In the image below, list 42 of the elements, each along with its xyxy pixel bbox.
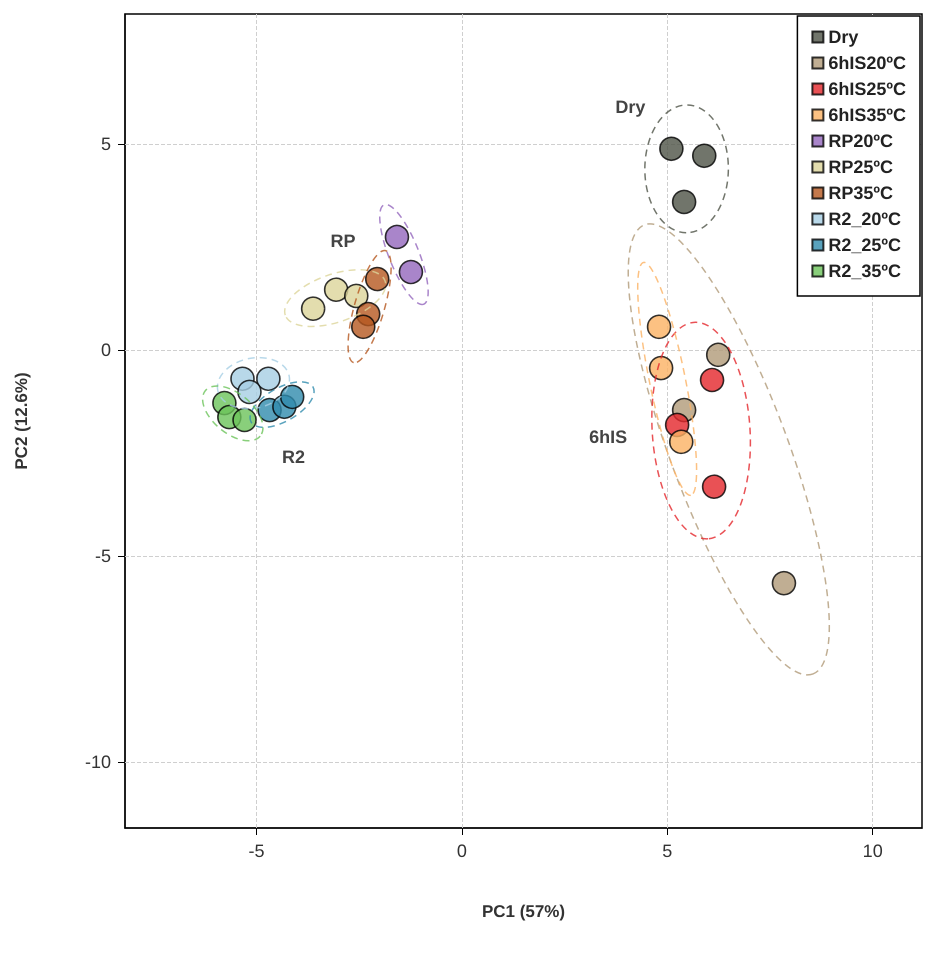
point [256, 366, 281, 392]
point [668, 430, 694, 454]
annotation: R2 [282, 446, 306, 467]
x-tick-label: -5 [248, 841, 264, 861]
x-tick-label: 5 [662, 841, 672, 861]
y-axis-title: PC2 (12.6%) [12, 372, 31, 470]
point [384, 224, 410, 250]
annotation: 6hIS [589, 426, 628, 447]
point [344, 284, 369, 308]
legend-label: R2_25ºC [828, 235, 902, 255]
point [398, 260, 424, 284]
legend-label: RP20ºC [828, 131, 893, 151]
legend-label: RP35ºC [828, 183, 893, 203]
point [646, 314, 672, 340]
x-tick-label: 0 [456, 841, 467, 861]
point [702, 474, 726, 500]
point [300, 296, 326, 321]
x-axis-title: PC1 (57%) [482, 902, 566, 921]
y-tick-label: 5 [100, 134, 111, 154]
point [351, 314, 376, 340]
point [772, 570, 796, 596]
point [364, 266, 390, 292]
legend-label: RP25ºC [828, 157, 893, 177]
legend-label: 6hIS20ºC [828, 53, 906, 73]
point [659, 136, 684, 162]
legend-label: 6hIS25ºC [828, 79, 906, 99]
point [672, 190, 696, 214]
annotation: RP [330, 230, 356, 251]
y-tick-label: -10 [84, 752, 111, 772]
point [648, 356, 674, 380]
legend-label: 6hIS35ºC [828, 105, 906, 125]
point [324, 277, 348, 302]
legend-label: R2_35ºC [828, 261, 902, 281]
legend-label: Dry [828, 27, 858, 47]
annotation: Dry [615, 96, 646, 117]
y-tick-label: -5 [94, 546, 111, 566]
point [692, 143, 717, 168]
point [700, 368, 724, 392]
y-tick-label: 0 [100, 340, 111, 360]
point [706, 342, 731, 368]
legend-label: R2_20ºC [828, 209, 902, 229]
x-tick-label: 10 [862, 841, 883, 861]
